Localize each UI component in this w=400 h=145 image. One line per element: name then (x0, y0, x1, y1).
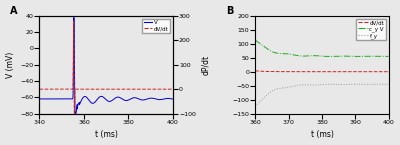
dV/dt (97, 88, 102, 90)
c_y V (326, 56, 331, 57)
V (72, 17, 76, 18)
Line: f_y: f_y (255, 84, 388, 107)
Text: B: B (226, 6, 233, 16)
dV/dt (358, 71, 363, 73)
dV/dt (87, 88, 92, 90)
V (69, 98, 74, 100)
Legend: V, dV/dt: V, dV/dt (142, 19, 170, 33)
dV/dt (314, 71, 319, 72)
f_y (382, 83, 387, 85)
Line: V: V (40, 18, 173, 114)
Line: c_y V: c_y V (255, 40, 388, 56)
dV/dt (382, 71, 387, 73)
dV/dt (260, 70, 264, 72)
dV/dt (37, 88, 42, 90)
c_y V (358, 56, 363, 57)
Text: A: A (10, 6, 18, 16)
X-axis label: t (ms): t (ms) (95, 130, 118, 139)
V (170, 98, 175, 100)
f_y (314, 84, 319, 86)
c_y V (382, 56, 387, 57)
Line: dV/dt: dV/dt (255, 71, 388, 72)
V (70, 98, 74, 100)
f_y (382, 83, 387, 85)
X-axis label: t (ms): t (ms) (310, 130, 333, 139)
c_y V (318, 55, 322, 57)
Line: dV/dt: dV/dt (40, 21, 173, 138)
f_y (353, 83, 358, 85)
dV/dt (71, 20, 76, 22)
V (169, 98, 174, 100)
f_y (358, 83, 363, 85)
f_y (253, 106, 258, 108)
dV/dt (386, 71, 391, 73)
dV/dt (70, 88, 74, 90)
dV/dt (69, 88, 74, 90)
dV/dt (169, 88, 174, 90)
c_y V (386, 55, 391, 57)
f_y (386, 83, 391, 85)
c_y V (314, 55, 319, 57)
Legend: dV/dt, c_y V, f_y: dV/dt, c_y V, f_y (356, 19, 386, 40)
c_y V (260, 44, 264, 46)
V (97, 96, 102, 98)
V (37, 98, 42, 100)
dV/dt (382, 71, 387, 73)
Y-axis label: V (mV): V (mV) (6, 52, 14, 78)
dV/dt (170, 88, 175, 90)
dV/dt (253, 70, 258, 72)
c_y V (253, 39, 258, 41)
V (87, 100, 92, 102)
V (73, 113, 78, 115)
dV/dt (72, 137, 77, 139)
c_y V (382, 56, 387, 57)
dV/dt (68, 88, 73, 90)
Y-axis label: dP/dt: dP/dt (202, 55, 210, 75)
dV/dt (318, 71, 322, 72)
f_y (260, 99, 264, 100)
f_y (318, 84, 322, 86)
V (68, 98, 73, 100)
